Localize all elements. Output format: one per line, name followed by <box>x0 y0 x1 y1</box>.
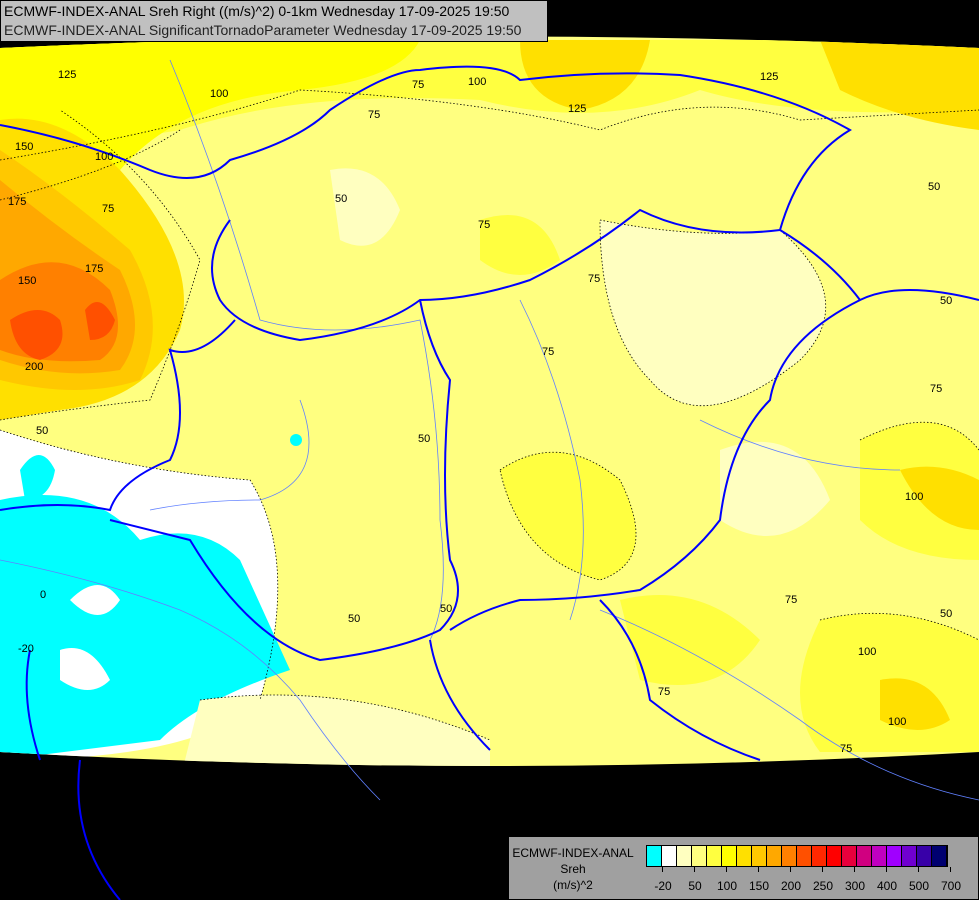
legend-swatch <box>917 846 932 866</box>
contour-label: 50 <box>348 613 360 625</box>
legend-tick-label: 300 <box>844 879 866 893</box>
contour-label: 75 <box>478 219 490 231</box>
contour-label: 75 <box>588 273 600 285</box>
contour-lines <box>0 89 979 741</box>
legend-tick-label: 50 <box>688 879 702 893</box>
legend-tick <box>694 867 695 872</box>
legend-tick-label: 150 <box>748 879 770 893</box>
legend-swatch <box>752 846 767 866</box>
title-line-1: ECMWF-INDEX-ANAL Sreh Right ((m/s)^2) 0-… <box>4 3 510 19</box>
contour-label: 50 <box>36 425 48 437</box>
legend-tick-label: 200 <box>780 879 802 893</box>
legend-tick <box>822 867 823 872</box>
legend-swatch <box>932 846 947 866</box>
contour-label: 125 <box>760 71 778 83</box>
legend-variable: Sreh <box>560 862 586 876</box>
legend-swatch <box>722 846 737 866</box>
legend-tick-label: 400 <box>876 879 898 893</box>
contour-label: 150 <box>15 141 33 153</box>
legend-swatch <box>902 846 917 866</box>
contour-label: -20 <box>18 643 34 655</box>
legend-swatch <box>842 846 857 866</box>
legend-tick <box>854 867 855 872</box>
title-line-2: ECMWF-INDEX-ANAL SignificantTornadoParam… <box>4 22 522 38</box>
contour-label: 75 <box>412 79 424 91</box>
contour-label: 125 <box>58 69 76 81</box>
legend-swatch <box>857 846 872 866</box>
legend-swatch <box>677 846 692 866</box>
legend-unit: (m/s)^2 <box>553 878 593 892</box>
contour-label: 0 <box>40 589 46 601</box>
contour-label: 50 <box>940 608 952 620</box>
contour-label: 75 <box>785 594 797 606</box>
legend-tick <box>790 867 791 872</box>
legend-label: ECMWF-INDEX-ANAL Sreh (m/s)^2 <box>509 845 637 893</box>
color-bar <box>646 845 948 867</box>
legend-tick <box>726 867 727 872</box>
rivers <box>0 59 979 801</box>
contour-label: 150 <box>18 275 36 287</box>
legend-model: ECMWF-INDEX-ANAL <box>512 846 634 860</box>
contour-label: 75 <box>930 383 942 395</box>
legend-swatch <box>647 846 662 866</box>
legend-swatch <box>707 846 722 866</box>
legend-swatch <box>827 846 842 866</box>
legend-swatch <box>812 846 827 866</box>
legend-swatch <box>737 846 752 866</box>
contour-label: 175 <box>8 196 26 208</box>
legend-swatch <box>872 846 887 866</box>
contour-label: 75 <box>102 203 114 215</box>
legend-tick-label: 700 <box>940 879 962 893</box>
legend-tick-label: 500 <box>908 879 930 893</box>
contour-label: 100 <box>888 716 906 728</box>
legend-tick <box>662 867 663 872</box>
legend-swatch <box>887 846 902 866</box>
contour-label: 200 <box>25 361 43 373</box>
contour-label: 50 <box>440 603 452 615</box>
contour-label: 75 <box>368 109 380 121</box>
contour-labels: 125 100 75 75 100 125 125 150 175 175 15… <box>8 69 952 755</box>
legend-swatch <box>782 846 797 866</box>
legend-ticks: -20 50 100 150 200 250 300 400 500 700 <box>646 867 968 895</box>
contour-label: 100 <box>468 76 486 88</box>
contour-label: 50 <box>928 181 940 193</box>
color-legend: ECMWF-INDEX-ANAL Sreh (m/s)^2 -20 50 100 15… <box>508 836 979 900</box>
contour-label: 100 <box>210 88 228 100</box>
contour-label: 100 <box>905 491 923 503</box>
contour-label: 175 <box>85 263 103 275</box>
contour-label: 100 <box>95 151 113 163</box>
contour-label: 75 <box>840 743 852 755</box>
contour-label: 75 <box>542 346 554 358</box>
legend-swatch <box>662 846 677 866</box>
legend-swatch <box>767 846 782 866</box>
legend-tick <box>886 867 887 872</box>
contour-label: 50 <box>335 193 347 205</box>
legend-tick <box>918 867 919 872</box>
contour-label: 75 <box>658 686 670 698</box>
legend-tick <box>950 867 951 872</box>
legend-tick-label: 250 <box>812 879 834 893</box>
contour-label: 100 <box>858 646 876 658</box>
legend-swatch <box>692 846 707 866</box>
contour-label: 125 <box>568 103 586 115</box>
country-borders <box>0 65 979 900</box>
map-title: ECMWF-INDEX-ANAL Sreh Right ((m/s)^2) 0-… <box>0 0 548 42</box>
legend-tick-label: -20 <box>654 879 672 893</box>
legend-tick <box>758 867 759 872</box>
contour-label: 50 <box>940 295 952 307</box>
contour-label: 50 <box>418 433 430 445</box>
legend-swatch <box>797 846 812 866</box>
legend-tick-label: 100 <box>716 879 738 893</box>
